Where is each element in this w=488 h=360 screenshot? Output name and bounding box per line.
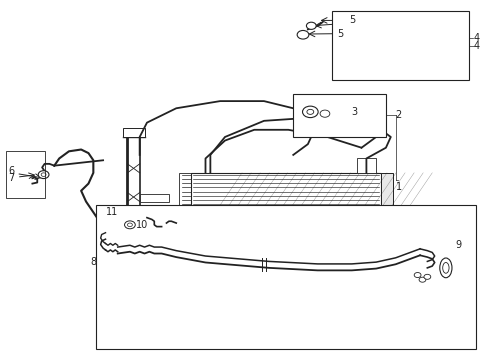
Bar: [190, 173, 380, 248]
Circle shape: [297, 31, 308, 39]
Bar: [122, 280, 220, 289]
Circle shape: [320, 110, 329, 117]
Bar: [293, 94, 385, 137]
Text: 4: 4: [473, 41, 479, 50]
Circle shape: [41, 173, 46, 176]
Bar: [122, 128, 144, 137]
Circle shape: [302, 106, 318, 118]
Bar: [178, 173, 190, 248]
Circle shape: [306, 109, 313, 114]
Circle shape: [413, 273, 420, 278]
Text: 7: 7: [8, 173, 15, 183]
Text: 11: 11: [105, 207, 118, 217]
Circle shape: [306, 22, 316, 30]
Circle shape: [127, 223, 132, 226]
Text: 2: 2: [395, 111, 401, 121]
Text: 9: 9: [454, 239, 460, 249]
Circle shape: [133, 282, 141, 288]
Circle shape: [418, 277, 425, 282]
Text: 10: 10: [136, 220, 148, 230]
Text: 6: 6: [8, 166, 14, 176]
Bar: [356, 158, 375, 173]
Bar: [96, 205, 475, 348]
Circle shape: [423, 274, 430, 279]
Text: 5: 5: [348, 15, 355, 26]
Text: 3: 3: [351, 107, 357, 117]
Bar: [331, 12, 468, 80]
Bar: [140, 194, 168, 202]
Bar: [5, 151, 44, 198]
Ellipse shape: [439, 258, 451, 278]
Bar: [140, 229, 168, 238]
Ellipse shape: [442, 262, 448, 273]
Bar: [380, 173, 392, 248]
Text: 1: 1: [395, 182, 401, 192]
Text: 5: 5: [336, 29, 343, 39]
Text: 4: 4: [473, 33, 479, 43]
Circle shape: [124, 221, 135, 229]
Circle shape: [191, 282, 199, 288]
Text: 8: 8: [90, 257, 96, 267]
Circle shape: [38, 171, 49, 179]
